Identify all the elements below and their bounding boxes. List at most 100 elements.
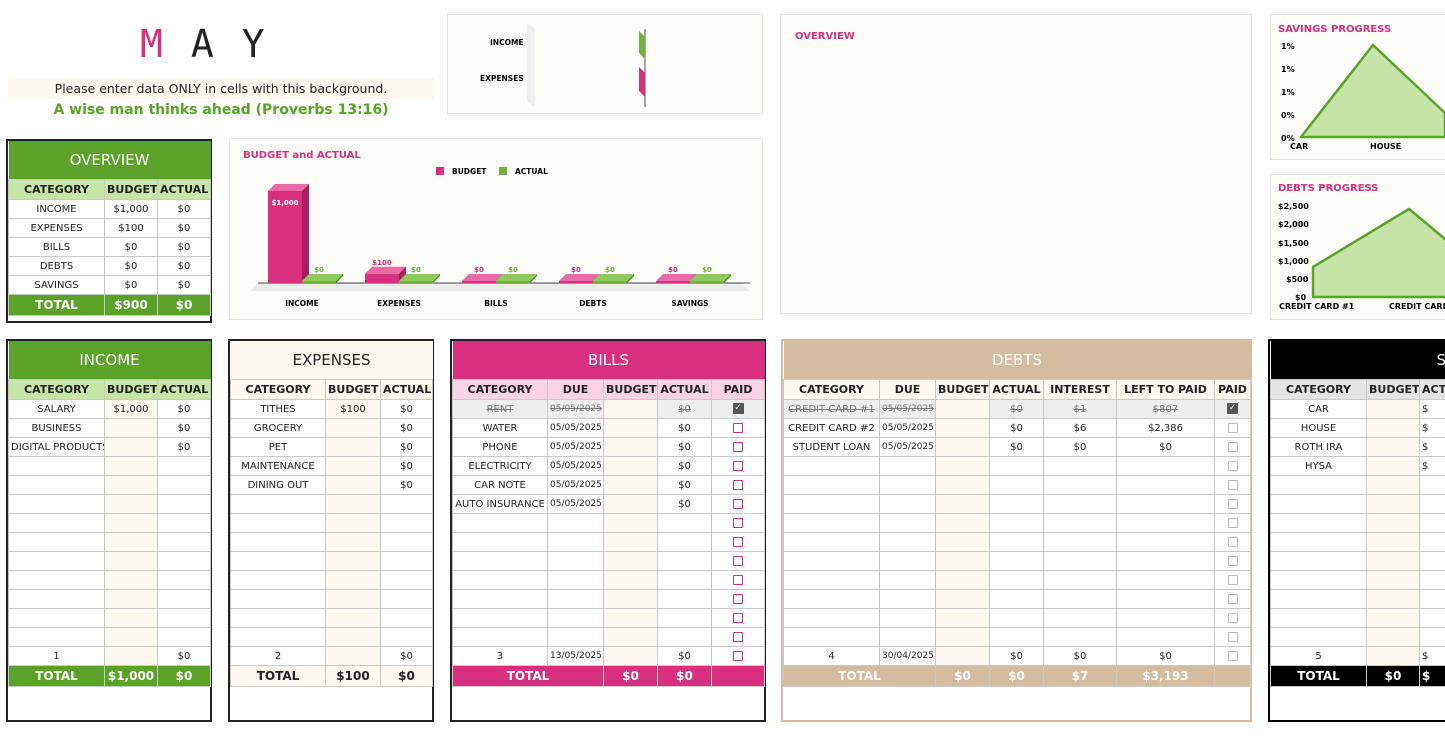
table-cell[interactable]	[325, 570, 381, 590]
table-cell[interactable]	[1213, 646, 1252, 666]
table-cell[interactable]	[104, 494, 158, 514]
table-cell[interactable]	[603, 456, 658, 476]
table-cell[interactable]	[104, 418, 158, 438]
table-cell[interactable]	[935, 570, 990, 590]
budget-actual-chart[interactable]: BUDGET and ACTUAL BUDGET ACTUAL $1,000 $0…	[229, 138, 763, 320]
paid-checkbox[interactable]	[733, 536, 744, 547]
table-cell[interactable]	[710, 494, 766, 514]
table-cell[interactable]	[603, 589, 658, 609]
table-cell[interactable]	[1366, 418, 1420, 438]
table-cell[interactable]	[935, 418, 990, 438]
paid-checkbox[interactable]	[1227, 441, 1238, 452]
table-cell[interactable]	[1366, 532, 1420, 552]
table-cell[interactable]	[1213, 513, 1252, 533]
table-cell[interactable]	[1366, 456, 1420, 476]
table-cell[interactable]	[710, 589, 766, 609]
table-cell[interactable]	[710, 437, 766, 457]
table-cell[interactable]: ✓	[1213, 399, 1252, 419]
table-cell[interactable]	[1213, 551, 1252, 571]
table-cell[interactable]	[935, 627, 990, 647]
table-cell[interactable]	[1366, 608, 1420, 628]
debts-progress-chart[interactable]: DEBTS PROGRESS $2,500 $2,000 $1,500 $1,0…	[1270, 174, 1445, 320]
paid-checkbox[interactable]	[733, 441, 744, 452]
table-cell[interactable]	[935, 475, 990, 495]
paid-checkbox[interactable]	[733, 574, 744, 585]
table-cell[interactable]	[1366, 437, 1420, 457]
table-cell[interactable]	[603, 513, 658, 533]
table-cell[interactable]	[1213, 608, 1252, 628]
table-cell[interactable]	[710, 646, 766, 666]
table-cell[interactable]	[325, 456, 381, 476]
paid-checkbox[interactable]	[733, 517, 744, 528]
table-cell[interactable]	[325, 532, 381, 552]
table-cell[interactable]	[935, 551, 990, 571]
table-cell[interactable]	[1366, 570, 1420, 590]
mini-bar-chart[interactable]: INCOME EXPENSES	[447, 14, 763, 114]
paid-checkbox[interactable]	[1227, 555, 1238, 566]
table-cell[interactable]	[104, 475, 158, 495]
table-cell[interactable]	[603, 570, 658, 590]
table-cell[interactable]	[935, 608, 990, 628]
table-cell[interactable]	[8, 551, 105, 571]
table-cell[interactable]	[104, 551, 158, 571]
table-cell[interactable]	[710, 570, 766, 590]
table-cell[interactable]	[104, 532, 158, 552]
table-cell[interactable]	[603, 418, 658, 438]
table-cell[interactable]	[1213, 437, 1252, 457]
table-cell[interactable]	[710, 608, 766, 628]
table-cell[interactable]	[104, 627, 158, 647]
table-cell[interactable]	[603, 627, 658, 647]
paid-checkbox[interactable]	[1227, 650, 1238, 661]
table-cell[interactable]	[935, 494, 990, 514]
table-cell[interactable]	[710, 475, 766, 495]
table-cell[interactable]	[710, 551, 766, 571]
table-cell[interactable]	[104, 570, 158, 590]
paid-checkbox[interactable]	[733, 422, 744, 433]
table-cell[interactable]	[1213, 456, 1252, 476]
table-cell[interactable]	[325, 418, 381, 438]
table-cell[interactable]	[710, 532, 766, 552]
table-cell[interactable]	[710, 418, 766, 438]
paid-checkbox[interactable]	[1227, 612, 1238, 623]
table-cell[interactable]	[104, 513, 158, 533]
table-cell[interactable]	[603, 532, 658, 552]
table-cell[interactable]	[1213, 475, 1252, 495]
table-cell[interactable]	[325, 437, 381, 457]
paid-checkbox[interactable]	[733, 593, 744, 604]
table-cell[interactable]	[935, 399, 990, 419]
paid-checkbox[interactable]	[1227, 479, 1238, 490]
table-cell[interactable]: $100	[325, 399, 381, 419]
table-cell[interactable]	[325, 589, 381, 609]
table-cell[interactable]	[325, 494, 381, 514]
paid-checkbox[interactable]	[1227, 422, 1238, 433]
table-cell[interactable]	[8, 532, 105, 552]
table-cell[interactable]	[710, 513, 766, 533]
paid-checkbox[interactable]	[1227, 460, 1238, 471]
table-cell[interactable]	[603, 399, 658, 419]
table-cell[interactable]: 1	[8, 646, 105, 666]
table-cell[interactable]	[1366, 494, 1420, 514]
table-cell[interactable]	[104, 646, 158, 666]
table-cell[interactable]	[325, 608, 381, 628]
table-cell[interactable]	[104, 608, 158, 628]
table-cell[interactable]	[1366, 513, 1420, 533]
table-cell[interactable]	[1366, 399, 1420, 419]
table-cell[interactable]	[710, 456, 766, 476]
table-cell[interactable]	[603, 551, 658, 571]
table-cell[interactable]	[935, 456, 990, 476]
table-cell[interactable]	[1213, 627, 1252, 647]
table-cell[interactable]	[710, 627, 766, 647]
overview-panel[interactable]: OVERVIEW	[780, 14, 1252, 314]
table-cell[interactable]	[1366, 627, 1420, 647]
table-cell[interactable]	[8, 456, 105, 476]
paid-checkbox[interactable]	[1227, 498, 1238, 509]
table-cell[interactable]	[1366, 551, 1420, 571]
savings-progress-chart[interactable]: SAVINGS PROGRESS 1% 1% 1% 0% 0% CAR HOUS…	[1270, 14, 1445, 160]
paid-checkbox[interactable]	[733, 498, 744, 509]
table-cell[interactable]	[8, 513, 105, 533]
table-cell[interactable]	[104, 437, 158, 457]
table-cell[interactable]	[935, 437, 990, 457]
paid-checkbox[interactable]	[733, 555, 744, 566]
table-cell[interactable]	[8, 570, 105, 590]
table-cell[interactable]	[1366, 646, 1420, 666]
